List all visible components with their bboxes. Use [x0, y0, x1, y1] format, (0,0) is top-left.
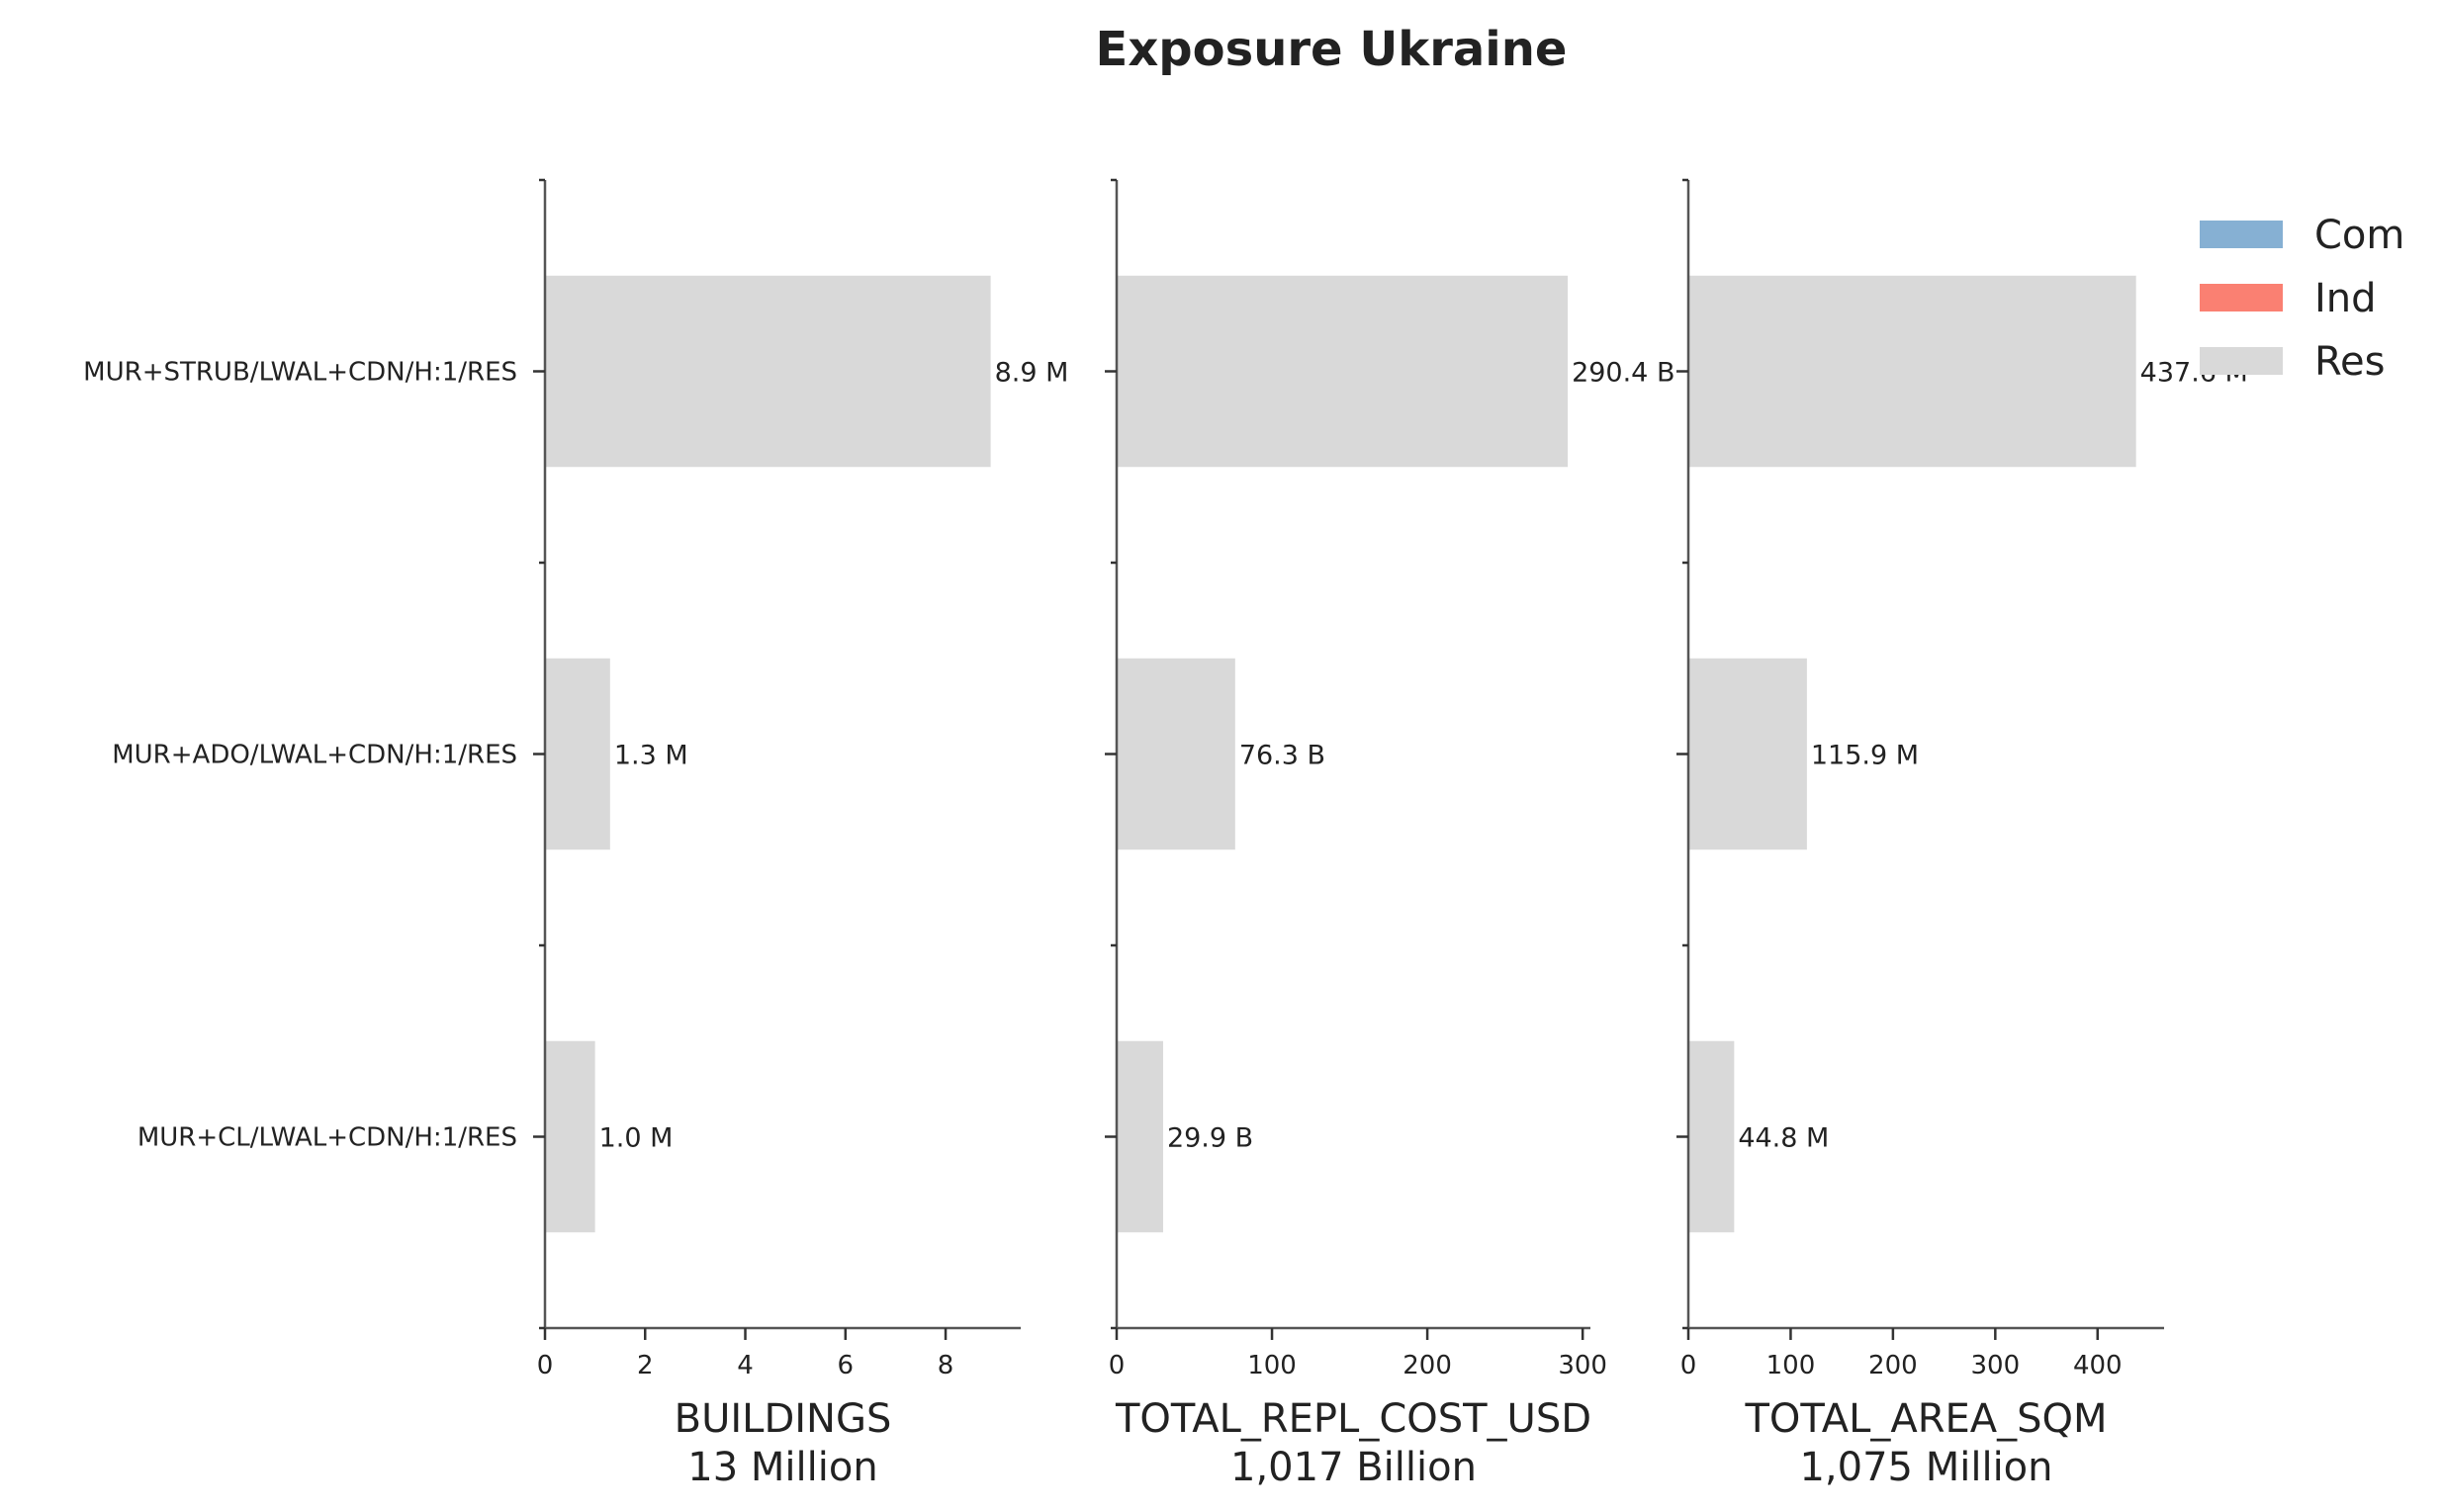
- category-label-3: MUR+CL/LWAL+CDN/H:1/RES: [137, 1123, 517, 1153]
- data-label-1-2: 1.3 M: [614, 741, 688, 771]
- legend-label-res: Res: [2314, 339, 2385, 385]
- legend-swatch-ind: [2200, 284, 2283, 311]
- x-tick-label-2-4: 300: [1558, 1351, 1607, 1380]
- panel-2: 290.4 B 76.3 B 29.9 B 0 100 200 300 TOTAL_REPL_…: [1105, 178, 1674, 1490]
- data-label-3-3: 44.8 M: [1738, 1123, 1829, 1154]
- x-tick-label-3-4: 300: [1971, 1351, 2021, 1380]
- bar-1-1[interactable]: [545, 275, 991, 468]
- bar-2-3[interactable]: [1117, 1040, 1163, 1233]
- legend-swatch-res: [2200, 347, 2283, 375]
- x-tick-label-1-3: 4: [737, 1351, 754, 1380]
- x-tick-label-1-2: 2: [637, 1351, 654, 1380]
- x-tick-label-3-2: 100: [1766, 1351, 1816, 1380]
- total-label-2: 1,017 Billion: [1230, 1445, 1477, 1490]
- bar-1-3[interactable]: [545, 1040, 595, 1233]
- x-tick-label-2-2: 100: [1247, 1351, 1297, 1380]
- data-label-1-3: 1.0 M: [599, 1123, 674, 1154]
- legend-label-ind: Ind: [2314, 276, 2377, 321]
- bar-3-1[interactable]: [1688, 275, 2136, 468]
- data-label-2-3: 29.9 B: [1167, 1123, 1253, 1154]
- bar-1-2[interactable]: [545, 658, 610, 850]
- panels-layer: 8.9 M 1.3 M 1.0 M MUR+STRUB/LWAL+CDN/H:1/RE…: [83, 178, 2248, 1490]
- legend: Com Ind Res: [2200, 213, 2404, 385]
- x-axis-label-1: BUILDINGS: [675, 1396, 892, 1442]
- x-tick-label-1-1: 0: [537, 1351, 554, 1380]
- x-axis-label-3: TOTAL_AREA_SQM: [1744, 1396, 2107, 1442]
- x-tick-label-3-5: 400: [2073, 1351, 2123, 1380]
- legend-label-com: Com: [2314, 213, 2404, 258]
- data-label-2-2: 76.3 B: [1239, 741, 1325, 771]
- data-label-2-1: 290.4 B: [1572, 358, 1674, 389]
- panel-1: 8.9 M 1.3 M 1.0 M MUR+STRUB/LWAL+CDN/H:1/RE…: [83, 178, 1069, 1490]
- legend-swatch-com: [2200, 221, 2283, 248]
- x-tick-label-3-3: 200: [1868, 1351, 1918, 1380]
- total-label-1: 13 Million: [687, 1445, 877, 1490]
- data-label-1-1: 8.9 M: [995, 358, 1069, 389]
- x-axis-label-2: TOTAL_REPL_COST_USD: [1115, 1396, 1591, 1442]
- bar-3-2[interactable]: [1688, 658, 1807, 850]
- category-label-2: MUR+ADO/LWAL+CDN/H:1/RES: [112, 741, 517, 770]
- bar-2-1[interactable]: [1117, 275, 1569, 468]
- x-tick-label-1-5: 8: [938, 1351, 954, 1380]
- x-tick-label-3-1: 0: [1680, 1351, 1697, 1380]
- x-tick-label-1-4: 6: [838, 1351, 855, 1380]
- chart-title: Exposure Ukraine: [1096, 22, 1568, 77]
- bar-3-3[interactable]: [1688, 1040, 1735, 1233]
- x-tick-label-2-1: 0: [1109, 1351, 1126, 1380]
- x-tick-label-2-3: 200: [1402, 1351, 1452, 1380]
- category-label-1: MUR+STRUB/LWAL+CDN/H:1/RES: [83, 358, 517, 388]
- data-label-3-2: 115.9 M: [1811, 741, 1919, 771]
- total-label-3: 1,075 Million: [1799, 1445, 2052, 1490]
- bar-2-2[interactable]: [1117, 658, 1235, 850]
